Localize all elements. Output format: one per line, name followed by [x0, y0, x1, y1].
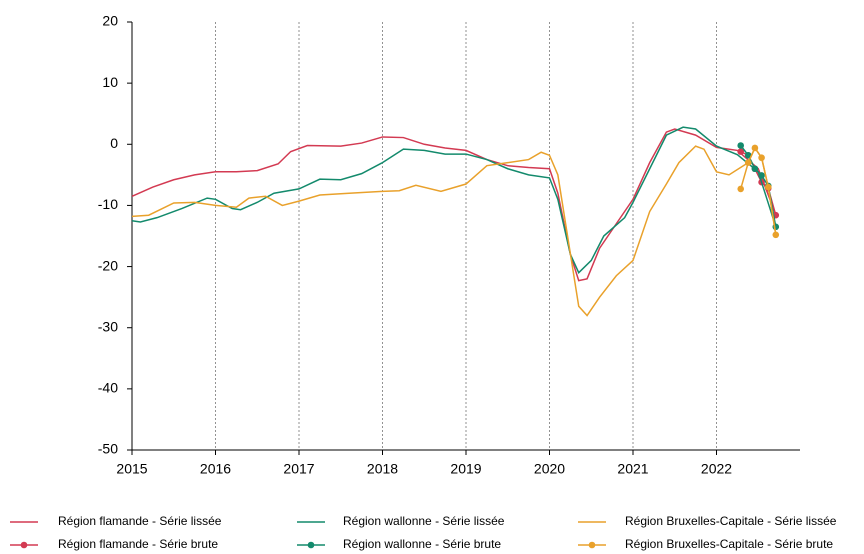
series-line: [739, 146, 777, 235]
legend-label: Région Bruxelles-Capitale - Série brute: [625, 537, 833, 551]
series-point: [764, 183, 772, 191]
x-tick-label: 2016: [200, 461, 231, 477]
series-point: [751, 144, 759, 152]
legend-label: Région Bruxelles-Capitale - Série lissée: [625, 514, 837, 528]
legend-label: Région wallonne - Série brute: [343, 537, 501, 551]
series-point: [737, 142, 745, 149]
legend-label: Région wallonne - Série lissée: [343, 514, 505, 528]
series-point: [772, 231, 780, 239]
legend-label: Région flamande - Série lissée: [58, 514, 222, 528]
series-point: [744, 151, 752, 159]
series-point: [758, 154, 765, 162]
series-line: [131, 126, 777, 274]
series-point: [737, 185, 745, 193]
series-point: [751, 165, 759, 173]
legend-label: Région flamande - Série brute: [58, 537, 218, 551]
series-line: [131, 145, 777, 317]
x-tick-label: 2020: [534, 461, 565, 477]
y-tick-label: -20: [98, 257, 118, 273]
series-point: [744, 159, 752, 166]
y-tick-label: 0: [110, 135, 118, 151]
y-tick-label: -30: [98, 318, 118, 334]
series-line: [131, 128, 777, 282]
legend-marker: [20, 541, 28, 549]
series-point: [737, 148, 745, 155]
series-point: [758, 172, 765, 179]
y-tick-label: -50: [98, 441, 118, 457]
legend-marker: [588, 541, 596, 549]
x-tick-label: 2022: [701, 461, 732, 477]
x-tick-label: 2015: [116, 461, 147, 477]
legend-marker: [307, 541, 315, 549]
x-tick-label: 2019: [450, 461, 481, 477]
y-tick-label: -10: [98, 196, 118, 212]
y-tick-label: 20: [102, 13, 118, 29]
y-tick-label: 10: [102, 74, 118, 90]
y-tick-label: -40: [98, 380, 118, 396]
x-tick-label: 2017: [283, 461, 314, 477]
x-tick-label: 2018: [367, 461, 398, 477]
x-tick-label: 2021: [617, 461, 648, 477]
